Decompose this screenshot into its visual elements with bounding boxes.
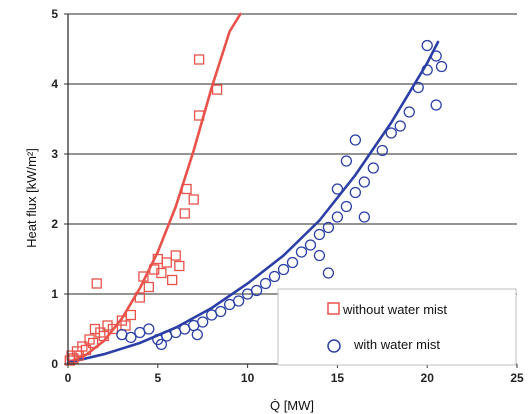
point-with-water-mist-33 <box>349 134 362 146</box>
point-with-water-mist-30 <box>340 200 353 213</box>
point-with-water-mist-13 <box>215 305 227 318</box>
point-with-water-mist-3 <box>143 323 155 335</box>
point-with-water-mist-28 <box>331 211 344 223</box>
point-without-water-mist-6 <box>80 344 92 356</box>
point-without-water-mist-31 <box>193 110 205 121</box>
point-without-water-mist-11 <box>95 327 106 338</box>
point-without-water-mist-2 <box>68 353 79 364</box>
point-with-water-mist-43 <box>421 39 433 52</box>
x-tick-label-5: 5 <box>154 371 161 385</box>
point-with-water-mist-38 <box>385 127 397 139</box>
point-with-water-mist-39 <box>394 120 406 132</box>
y-tick-label-1: 1 <box>51 287 58 301</box>
point-without-water-mist-13 <box>102 320 113 331</box>
point-without-water-mist-26 <box>170 250 181 261</box>
point-with-water-mist-17 <box>250 284 263 297</box>
point-without-water-mist-8 <box>87 337 99 349</box>
x-axis-label: Q̇ [MW] <box>270 398 314 413</box>
legend-square-marker <box>327 302 340 315</box>
point-with-water-mist-24 <box>313 228 326 241</box>
point-without-water-mist-17 <box>125 309 137 321</box>
legend-marker-without-water-mist <box>327 302 340 315</box>
point-with-water-mist-35 <box>358 211 370 223</box>
point-without-water-mist-14 <box>107 323 119 335</box>
point-without-water-mist-16 <box>120 320 131 331</box>
point-with-water-mist-11 <box>197 316 209 328</box>
x-tick-label-25: 25 <box>510 371 524 385</box>
x-tick-label-10: 10 <box>241 371 255 385</box>
point-with-water-mist-25 <box>313 249 326 262</box>
point-without-water-mist-7 <box>84 334 95 345</box>
point-with-water-mist-32 <box>349 186 362 199</box>
point-with-water-mist-46 <box>435 60 448 73</box>
data-points <box>64 39 448 366</box>
point-with-water-mist-34 <box>358 176 370 188</box>
point-without-water-mist-20 <box>143 281 154 293</box>
point-without-water-mist-21 <box>149 264 160 275</box>
point-without-water-mist-33 <box>211 84 223 95</box>
point-with-water-mist-31 <box>340 155 353 167</box>
legend-label-without-water-mist: without water mist <box>342 302 447 317</box>
point-without-water-mist-18 <box>134 292 145 303</box>
point-without-water-mist-25 <box>167 274 178 286</box>
point-with-water-mist-15 <box>232 295 245 307</box>
y-tick-label-3: 3 <box>51 147 58 161</box>
point-with-water-mist-23 <box>304 239 317 251</box>
y-axis-label: Heat flux [kW/m²] <box>24 148 39 248</box>
legend-circle-marker <box>327 339 341 353</box>
point-with-water-mist-22 <box>295 246 308 258</box>
point-without-water-mist-10 <box>91 278 102 289</box>
point-with-water-mist-36 <box>367 162 379 174</box>
point-with-water-mist-29 <box>331 183 344 195</box>
point-without-water-mist-24 <box>161 257 172 268</box>
legend-marker-with-water-mist <box>327 339 341 353</box>
point-with-water-mist-19 <box>268 270 281 283</box>
y-tick-label-4: 4 <box>51 77 58 91</box>
legend-box <box>277 288 517 366</box>
y-tick-label-2: 2 <box>51 217 58 231</box>
point-without-water-mist-32 <box>193 54 205 65</box>
point-with-water-mist-27 <box>322 267 335 279</box>
point-without-water-mist-27 <box>174 260 185 272</box>
point-with-water-mist-1 <box>125 331 137 344</box>
point-without-water-mist-29 <box>181 183 192 195</box>
tick-labels: 0 5 10 15 20 25 0 1 2 3 4 5 <box>51 7 524 385</box>
point-without-water-mist-30 <box>188 194 199 205</box>
point-without-water-mist-5 <box>77 341 88 352</box>
point-without-water-mist-19 <box>138 271 149 282</box>
point-without-water-mist-12 <box>98 330 110 342</box>
grid-layer <box>68 13 517 295</box>
legend: without water mist with water mist <box>277 288 517 366</box>
x-tick-label-15: 15 <box>331 371 345 385</box>
point-without-water-mist-23 <box>156 267 167 279</box>
point-with-water-mist-42 <box>421 64 433 76</box>
point-with-water-mist-44 <box>430 50 442 62</box>
point-with-water-mist-41 <box>412 81 424 94</box>
point-without-water-mist-28 <box>179 208 190 219</box>
point-with-water-mist-5 <box>155 338 168 351</box>
x-tick-label-0: 0 <box>65 371 72 385</box>
x-tick-label-20: 20 <box>421 371 435 385</box>
point-with-water-mist-45 <box>430 99 442 111</box>
point-with-water-mist-26 <box>322 221 335 234</box>
legend-label-with-water-mist: with water mist <box>353 337 440 352</box>
point-with-water-mist-10 <box>191 328 203 341</box>
y-tick-label-0: 0 <box>51 357 58 371</box>
point-without-water-mist-9 <box>89 323 101 335</box>
fit-curve-with-water-mist <box>66 40 440 364</box>
point-with-water-mist-37 <box>376 144 388 157</box>
point-with-water-mist-40 <box>403 106 415 118</box>
y-tick-label-5: 5 <box>51 7 58 21</box>
point-with-water-mist-18 <box>259 277 272 290</box>
point-with-water-mist-21 <box>286 256 299 269</box>
point-with-water-mist-20 <box>277 263 290 276</box>
